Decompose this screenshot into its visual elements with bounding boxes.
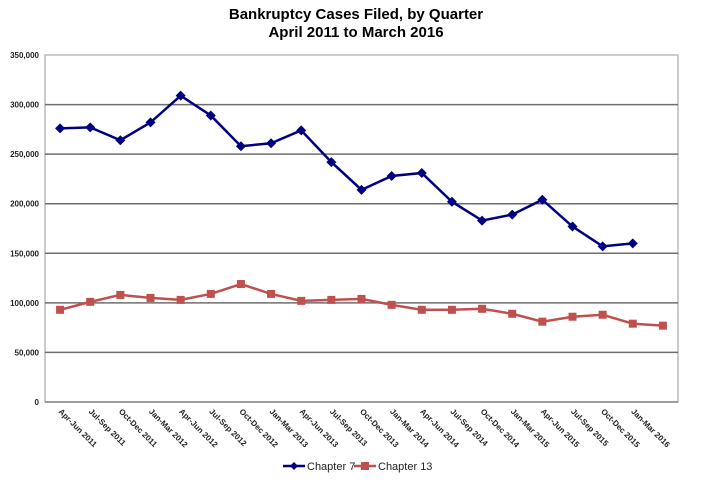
data-point-marker — [175, 90, 186, 101]
chart-subtitle: April 2011 to March 2016 — [268, 24, 444, 41]
data-point-marker — [658, 321, 667, 330]
data-point-marker — [628, 319, 637, 328]
data-point-marker — [477, 215, 488, 226]
y-tick-label: 100,000 — [10, 299, 39, 308]
y-tick-label: 150,000 — [10, 249, 39, 258]
data-point-marker — [267, 289, 276, 298]
data-point-marker — [627, 238, 638, 249]
data-point-marker — [567, 221, 578, 232]
data-point-marker — [447, 305, 456, 314]
data-point-marker — [236, 280, 245, 289]
y-tick-label: 250,000 — [10, 150, 39, 159]
data-point-marker — [297, 296, 306, 305]
series-line-chapter-7 — [60, 94, 633, 248]
data-point-marker — [478, 304, 487, 313]
data-point-marker — [146, 293, 155, 302]
data-point-marker — [206, 289, 215, 298]
data-point-marker — [115, 135, 126, 146]
data-point-marker — [357, 294, 366, 303]
data-point-marker — [86, 297, 95, 306]
legend-label: Chapter 7 — [307, 461, 355, 473]
data-point-marker — [296, 125, 307, 136]
y-tick-label: 350,000 — [10, 51, 39, 60]
data-point-marker — [417, 305, 426, 314]
data-point-marker — [327, 295, 336, 304]
data-point-marker — [386, 170, 397, 181]
data-point-marker — [56, 305, 65, 314]
data-point-marker — [116, 290, 125, 299]
data-point-marker — [235, 141, 246, 152]
legend-marker-square — [361, 462, 369, 470]
data-point-marker — [145, 117, 156, 128]
data-point-marker — [537, 194, 548, 205]
data-point-marker — [266, 138, 277, 149]
data-point-marker — [538, 317, 547, 326]
y-tick-label: 300,000 — [10, 101, 39, 110]
data-point-marker — [446, 196, 457, 207]
data-point-marker — [598, 310, 607, 319]
data-point-marker — [356, 184, 367, 195]
data-point-marker — [568, 312, 577, 321]
data-point-marker — [85, 122, 96, 133]
data-point-marker — [508, 309, 517, 318]
legend-marker-diamond — [290, 462, 298, 470]
data-point-marker — [507, 209, 518, 220]
y-tick-label: 200,000 — [10, 200, 39, 209]
legend-label: Chapter 13 — [378, 461, 432, 473]
data-point-marker — [326, 157, 337, 168]
y-tick-label: 50,000 — [15, 348, 40, 357]
y-tick-label: 0 — [35, 398, 40, 407]
chart-title: Bankruptcy Cases Filed, by Quarter — [228, 6, 484, 23]
data-point-marker — [55, 123, 66, 134]
data-point-marker — [205, 110, 216, 121]
data-point-marker — [387, 300, 396, 309]
data-point-marker — [597, 241, 608, 252]
data-point-marker — [176, 295, 185, 304]
plot-area — [44, 54, 679, 403]
data-point-marker — [416, 167, 427, 178]
